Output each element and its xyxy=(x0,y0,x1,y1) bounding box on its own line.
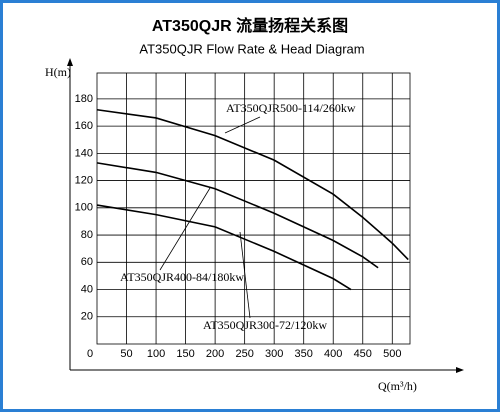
curve xyxy=(96,162,379,269)
x-tick-label: 400 xyxy=(324,348,342,360)
curve xyxy=(96,204,352,291)
curve xyxy=(96,108,409,261)
x-tick-label: 100 xyxy=(147,348,165,360)
y-tick-label: 40 xyxy=(81,283,93,295)
y-tick-label: 180 xyxy=(75,93,93,105)
x-tick-label: 300 xyxy=(265,348,283,360)
y-tick-label: 100 xyxy=(75,202,93,214)
x-arrow xyxy=(456,367,464,373)
curve-label: AT350QJR400-84/180kw xyxy=(120,270,244,284)
y-tick-label: 120 xyxy=(75,174,93,186)
x-tick-label: 0 xyxy=(87,348,93,360)
y-axis-label: H(m) xyxy=(45,65,71,79)
curve-label: AT350QJR500-114/260kw xyxy=(226,101,356,115)
chart-subtitle: AT350QJR Flow Rate & Head Diagram xyxy=(139,41,364,56)
x-tick-label: 250 xyxy=(235,348,253,360)
plot-frame xyxy=(96,72,411,345)
x-tick-label: 200 xyxy=(206,348,224,360)
x-tick-label: 450 xyxy=(354,348,372,360)
y-tick-label: 160 xyxy=(75,120,93,132)
y-tick-label: 20 xyxy=(81,311,93,323)
y-tick-label: 140 xyxy=(75,147,93,159)
x-axis-label: Q(m³/h) xyxy=(378,379,417,393)
y-arrow xyxy=(67,58,73,66)
leader-line xyxy=(159,187,211,271)
leader-line xyxy=(239,231,251,319)
chart-title: AT350QJR 流量扬程关系图 xyxy=(152,16,348,35)
x-tick-label: 50 xyxy=(120,348,132,360)
x-tick-label: 150 xyxy=(176,348,194,360)
x-tick-label: 500 xyxy=(383,348,401,360)
y-tick-label: 60 xyxy=(81,256,93,268)
y-tick-label: 80 xyxy=(81,229,93,241)
curve-label: AT350QJR300-72/120kw xyxy=(203,318,327,332)
leader-line xyxy=(224,116,261,134)
x-tick-label: 350 xyxy=(295,348,313,360)
